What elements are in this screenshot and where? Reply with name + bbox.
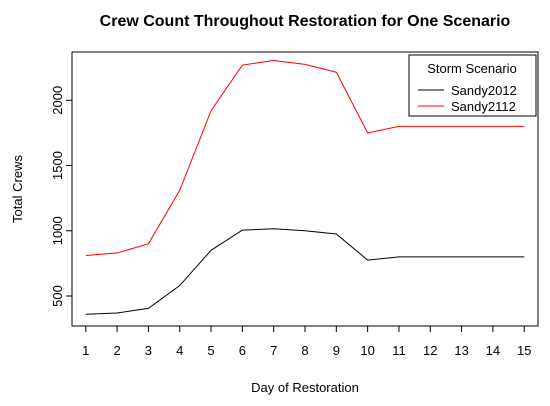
x-tick-label: 14 [486, 343, 500, 358]
x-axis: 1 2 3 4 5 6 7 8 9 10 11 12 13 14 15 [82, 326, 531, 358]
series-line-sandy2012 [85, 228, 525, 315]
x-axis-label: Day of Restoration [251, 380, 359, 395]
y-axis: 500 1000 1500 2000 [50, 86, 72, 307]
x-tick-label: 13 [454, 343, 468, 358]
series-layer [85, 59, 525, 315]
x-tick-label: 4 [176, 343, 183, 358]
x-tick-label: 8 [301, 343, 308, 358]
legend-label-sandy2112: Sandy2112 [451, 99, 516, 114]
chart-title: Crew Count Throughout Restoration for On… [100, 13, 511, 30]
x-tick-label: 10 [360, 343, 374, 358]
x-tick-label: 1 [82, 343, 89, 358]
y-tick-label: 500 [50, 285, 65, 307]
x-tick-label: 5 [207, 343, 214, 358]
x-tick-label: 7 [270, 343, 277, 358]
y-axis-label: Total Crews [10, 155, 25, 223]
series-line-sandy2112 [85, 59, 525, 257]
y-tick-label: 1000 [50, 216, 65, 245]
x-tick-label: 6 [239, 343, 246, 358]
y-tick-label: 1500 [50, 151, 65, 180]
legend-label-sandy2012: Sandy2012 [451, 83, 517, 98]
x-tick-label: 15 [517, 343, 531, 358]
x-tick-label: 12 [423, 343, 437, 358]
x-tick-label: 2 [113, 343, 120, 358]
x-tick-label: 11 [392, 343, 406, 358]
x-tick-label: 3 [145, 343, 152, 358]
y-tick-label: 2000 [50, 86, 65, 115]
legend-title: Storm Scenario [427, 61, 517, 76]
legend: Storm Scenario Sandy2012 Sandy2112 [408, 54, 537, 117]
x-tick-label: 9 [333, 343, 340, 358]
